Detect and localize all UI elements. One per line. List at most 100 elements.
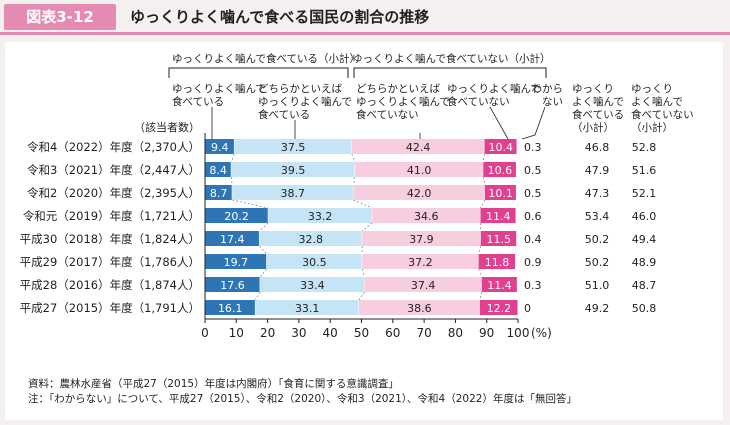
bar-value-label: 11.8 <box>485 256 510 269</box>
bar-value-label: 0.3 <box>524 141 542 154</box>
subtotal-no-value: 50.8 <box>632 302 657 315</box>
connector-line <box>353 199 373 209</box>
subtotal-yes-value: 49.2 <box>585 302 610 315</box>
bar-value-label: 39.5 <box>281 164 306 177</box>
connector-line <box>259 222 269 232</box>
bar-segment-2 <box>266 254 362 269</box>
category-label: 平成27（2015）年度（1,791人） <box>20 301 200 315</box>
connector-line <box>352 176 356 186</box>
bar-segment-3 <box>353 185 485 200</box>
bar-value-label: 0 <box>524 302 531 315</box>
category-label: 令和2（2020）年度（2,395人） <box>27 186 200 200</box>
legend-subtotal-no-line-2: よく噛んで <box>631 95 683 108</box>
footnote: 注：「わからない」について、平成27（2015）、令和2（2020）、令和3（2… <box>28 393 577 405</box>
connector-line <box>482 176 486 186</box>
bar-value-label: 42.0 <box>407 187 432 200</box>
subtotal-yes-value: 50.2 <box>585 233 610 246</box>
legend-cat1-line-2: 食べている <box>172 95 224 108</box>
bar-segment-1 <box>205 277 260 292</box>
subtotal-yes-value: 47.3 <box>585 187 610 200</box>
legend-cat1-line-1: ゆっくりよく噛んで <box>172 82 266 95</box>
subtotal-no-value: 52.8 <box>632 141 657 154</box>
x-tick-label: 80 <box>448 326 463 340</box>
bar-segment-1 <box>205 162 231 177</box>
x-tick-label: 30 <box>291 326 306 340</box>
legend-bracket-eat-slowly <box>168 67 349 78</box>
legend-group-eat-slowly: ゆっくりよく噛んで食べている（小計） <box>172 52 360 65</box>
bar-value-label: 42.4 <box>406 141 431 154</box>
bar-segment-2 <box>255 300 359 315</box>
bar-segment-2 <box>259 231 362 246</box>
legend-cat5-line-1: わから <box>532 83 564 95</box>
connector-line <box>259 245 267 255</box>
connector-line <box>479 291 483 301</box>
source-note: 資料：農林水産省（平成27（2015）年度は内閣府）「食育に関する意識調査」 <box>28 378 399 390</box>
legend-group-not-slowly: ゆっくりよく噛んで食べていない（小計） <box>352 52 551 65</box>
bar-value-label: 10.1 <box>488 187 513 200</box>
category-label: 平成30（2018）年度（1,824人） <box>20 232 200 246</box>
legend-cat2-line-2: ゆっくりよく噛んで <box>258 95 352 108</box>
subtotal-no-value: 52.1 <box>632 187 657 200</box>
bar-segment-1 <box>205 185 232 200</box>
connector-line <box>230 176 233 186</box>
subtotal-no-value: 49.4 <box>632 233 657 246</box>
bar-segment-3 <box>362 254 479 269</box>
subtotal-yes-value: 53.4 <box>585 210 610 223</box>
connector-line <box>361 268 366 278</box>
bar-value-label: 37.2 <box>408 256 433 269</box>
bar-value-label: 30.5 <box>302 256 327 269</box>
legend-subtotal-yes-line-3: 食べている <box>572 108 624 121</box>
bar-value-label: 0.5 <box>524 164 542 177</box>
bar-value-label: 10.4 <box>489 141 514 154</box>
bar-segment-4 <box>481 277 517 292</box>
connector-line <box>255 291 261 301</box>
x-axis-unit: (%) <box>531 326 552 340</box>
bar-value-label: 37.5 <box>281 141 306 154</box>
header-rule <box>0 32 730 35</box>
x-tick-label: 50 <box>354 326 369 340</box>
connector-line <box>358 291 365 301</box>
bar-value-label: 37.4 <box>411 279 436 292</box>
bar-segment-3 <box>364 277 482 292</box>
x-tick-label: 90 <box>479 326 494 340</box>
connector-line <box>361 222 373 232</box>
bar-value-label: 19.7 <box>224 256 249 269</box>
bar-segment-4 <box>478 254 515 269</box>
bar-segment-2 <box>234 139 352 154</box>
bar-value-label: 34.6 <box>414 210 439 223</box>
category-label: 令和元（2019）年度（1,721人） <box>23 209 200 223</box>
connector-line <box>232 199 269 209</box>
connector-line <box>482 153 485 163</box>
bar-segment-1 <box>205 300 255 315</box>
subtotal-yes-value: 51.0 <box>585 279 610 292</box>
legend-cat2-line-3: 食べている <box>258 108 310 121</box>
bar-value-label: 9.4 <box>211 141 229 154</box>
legend-cat5-line-2: ない <box>542 96 563 108</box>
bar-segment-4 <box>483 162 516 177</box>
connector-line <box>478 245 482 255</box>
legend-subtotal-no-line-1: ゆっくり <box>631 83 673 95</box>
bar-value-label: 12.2 <box>487 302 512 315</box>
bar-value-label: 32.8 <box>299 233 324 246</box>
legend-subtotal-no-line-4: （小計） <box>631 121 673 134</box>
bar-segment-4 <box>484 139 517 154</box>
category-label: 令和3（2021）年度（2,447人） <box>27 163 200 177</box>
bar-value-label: 33.4 <box>300 279 325 292</box>
legend-subtotal-yes-line-1: ゆっくり <box>572 83 614 95</box>
legend-bracket-not-slowly <box>353 67 547 78</box>
notes: 資料：農林水産省（平成27（2015）年度は内閣府）「食育に関する意識調査」 注… <box>28 377 577 407</box>
bar-value-label: 20.2 <box>224 210 249 223</box>
bar-segment-3 <box>358 300 480 315</box>
legend-cat4-line-1: ゆっくりよく噛んで <box>447 82 541 95</box>
bar-value-label: 38.6 <box>407 302 432 315</box>
subtotal-yes-value: 47.9 <box>585 164 610 177</box>
bar-value-label: 0.3 <box>524 279 542 292</box>
x-tick-label: 0 <box>201 326 209 340</box>
figure-header: 図表3-12 ゆっくりよく噛んで食べる国民の割合の推移 <box>0 0 730 35</box>
bar-value-label: 33.2 <box>308 210 333 223</box>
connector-line <box>480 199 486 209</box>
connector-line <box>230 153 235 163</box>
connector-line <box>259 268 267 278</box>
category-label: 平成29（2017）年度（1,786人） <box>20 255 200 269</box>
